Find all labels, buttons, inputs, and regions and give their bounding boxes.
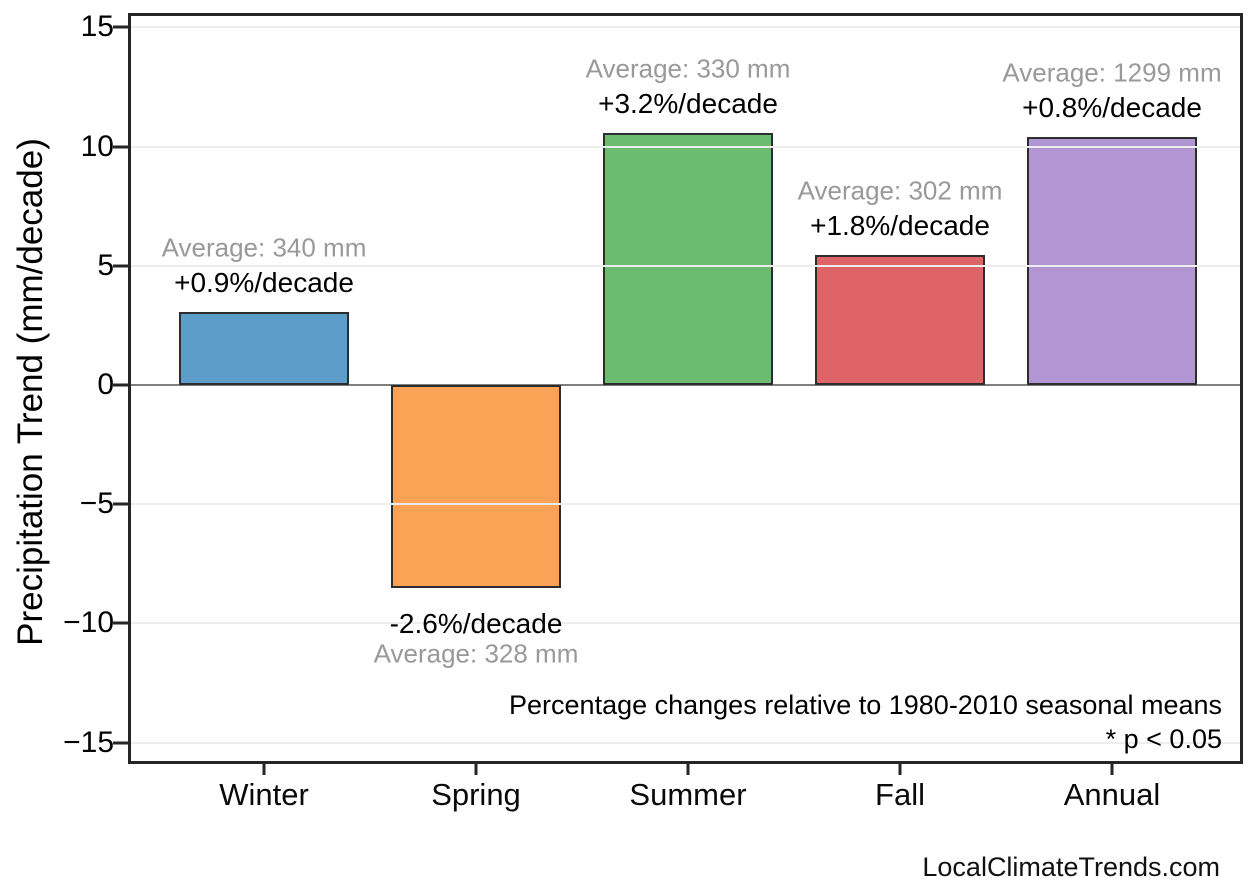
x-axis-label-winter: Winter xyxy=(219,777,309,812)
gridline xyxy=(128,264,1243,267)
x-axis-label-summer: Summer xyxy=(629,777,747,812)
footnote-means: Percentage changes relative to 1980-2010… xyxy=(509,690,1222,720)
y-axis-tick-label: −10 xyxy=(63,606,114,640)
gridline xyxy=(128,503,1243,506)
zero-line xyxy=(128,383,1243,386)
y-axis-tick-mark xyxy=(113,145,128,148)
gridline xyxy=(128,741,1243,744)
y-axis-tick-mark xyxy=(113,621,128,625)
trend-label-winter: +0.9%/decade xyxy=(174,266,354,298)
bar-fall xyxy=(815,255,985,385)
gridline xyxy=(128,622,1243,625)
y-axis-tick-mark xyxy=(113,383,128,387)
y-axis-tick-label: −5 xyxy=(79,487,114,521)
average-label-summer: Average: 330 mm xyxy=(585,53,791,84)
y-axis-tick-label: 0 xyxy=(97,367,114,401)
trend-label-annual: +0.8%/decade xyxy=(1022,92,1202,124)
average-label-annual: Average: 1299 mm xyxy=(1002,57,1222,88)
x-axis-label-annual: Annual xyxy=(1063,777,1161,812)
trend-label-summer: +3.2%/decade xyxy=(598,88,778,120)
y-axis-tick-label: −15 xyxy=(63,725,114,759)
trend-label-spring: -2.6%/decade xyxy=(389,608,563,640)
bar-summer xyxy=(603,133,773,385)
x-axis-tick-mark xyxy=(262,764,266,775)
y-axis-tick-mark xyxy=(113,264,128,268)
gridline xyxy=(128,145,1243,148)
average-label-winter: Average: 340 mm xyxy=(161,232,367,263)
y-axis-tick-label: 15 xyxy=(80,10,114,44)
average-label-fall: Average: 302 mm xyxy=(797,175,1003,206)
average-label-spring: Average: 328 mm xyxy=(373,638,579,669)
y-axis-tick-mark xyxy=(113,25,128,29)
y-axis-tick-mark xyxy=(113,741,128,745)
x-axis-label-spring: Spring xyxy=(431,777,521,812)
bar-annual xyxy=(1027,137,1197,385)
x-axis-tick-mark xyxy=(1110,764,1114,775)
x-axis-tick-mark xyxy=(898,764,902,775)
x-axis-tick-mark xyxy=(686,764,690,775)
gridline xyxy=(128,26,1243,29)
bar-winter xyxy=(179,311,349,385)
y-axis-tick-mark xyxy=(113,502,128,506)
watermark: LocalClimateTrends.com xyxy=(922,852,1220,882)
footnote-significance: * p < 0.05 xyxy=(1105,724,1222,754)
y-axis-tick-label: 5 xyxy=(97,248,114,282)
y-axis-tick-label: 10 xyxy=(80,129,114,163)
trend-label-fall: +1.8%/decade xyxy=(810,210,990,242)
x-axis-label-fall: Fall xyxy=(875,777,925,812)
plot-area xyxy=(128,13,1243,764)
bar-spring xyxy=(391,384,561,589)
x-axis-tick-mark xyxy=(474,764,478,775)
